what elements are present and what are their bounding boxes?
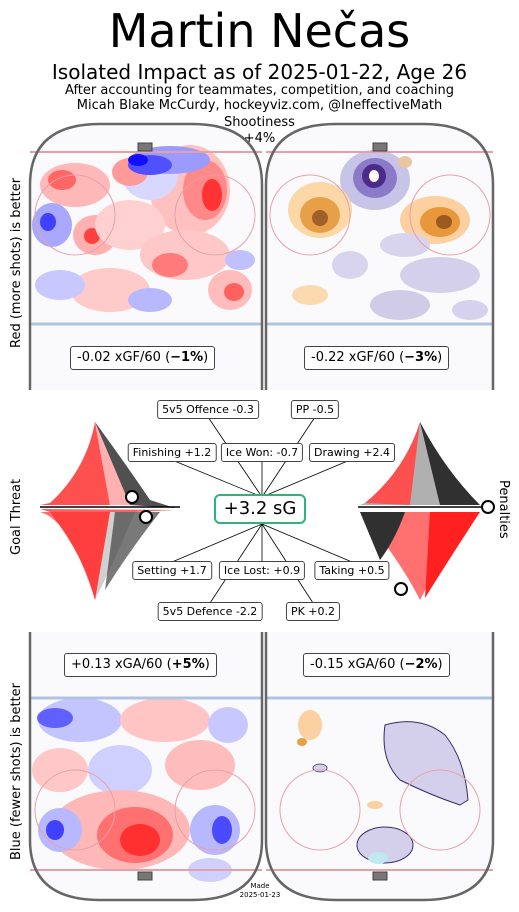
method-note: After accounting for teammates, competit… xyxy=(65,83,454,98)
component-label: PP -0.5 xyxy=(290,400,340,419)
label-5v5-offence-close: ) xyxy=(203,350,209,365)
component-label: Ice Won: -0.7 xyxy=(220,443,304,462)
page-title: Martin Nečas xyxy=(108,4,411,58)
label-5v5-defence: +0.13 xGA/60 (+5%) xyxy=(64,653,217,677)
component-label: 5v5 Defence -2.2 xyxy=(157,602,263,621)
author-credit: Micah Blake McCurdy, hockeyviz.com, @Ine… xyxy=(76,98,443,113)
label-pp-offence-value: -0.22 xGF/60 ( xyxy=(311,350,405,365)
label-pp-offence: -0.22 xGF/60 (−3%) xyxy=(304,346,450,370)
label-5v5-defence-close: ) xyxy=(204,657,210,672)
defence-side-label: Blue (fewer shots) is better xyxy=(9,682,24,860)
rink-5v5-defence xyxy=(28,632,264,902)
goal-threat-distribution xyxy=(40,422,180,600)
component-label: PK +0.2 xyxy=(285,602,341,621)
label-pp-offence-pct: −3% xyxy=(404,350,438,365)
goal-threat-marker-upper xyxy=(125,490,139,504)
label-5v5-offence-pct: −1% xyxy=(170,350,204,365)
total-impact-value: +3.2 sG xyxy=(223,498,297,519)
penalties-marker-upper xyxy=(481,500,495,514)
label-pk-defence-pct: −2% xyxy=(404,657,438,672)
component-label: Taking +0.5 xyxy=(314,561,390,580)
made-date-value: 2025-01-23 xyxy=(239,891,281,899)
label-pk-defence-close: ) xyxy=(437,657,443,672)
goal-threat-marker-lower xyxy=(139,510,153,524)
penalties-distribution xyxy=(358,422,495,600)
goal-threat-label: Goal Threat xyxy=(9,479,24,555)
rink-pp-offence xyxy=(264,122,495,390)
label-5v5-offence-value: -0.02 xGF/60 ( xyxy=(77,350,171,365)
penalties-marker-lower xyxy=(394,582,408,596)
rink-5v5-offence xyxy=(28,122,264,390)
label-pk-defence-value: -0.15 xGA/60 ( xyxy=(310,657,405,672)
component-label: Setting +1.7 xyxy=(132,561,212,580)
shootiness-label: Shootiness xyxy=(224,115,295,130)
label-pk-defence: -0.15 xGA/60 (−2%) xyxy=(303,653,450,677)
total-impact-box: +3.2 sG xyxy=(214,494,306,524)
heatmap-5v5-defence xyxy=(32,698,248,882)
label-5v5-defence-pct: +5% xyxy=(171,657,205,672)
made-label: Made xyxy=(250,882,270,890)
component-label: Finishing +1.2 xyxy=(127,443,217,462)
label-pp-offence-close: ) xyxy=(437,350,443,365)
label-5v5-offence: -0.02 xGF/60 (−1%) xyxy=(70,346,216,370)
penalties-label: Penalties xyxy=(496,480,511,539)
component-label: Drawing +2.4 xyxy=(309,443,395,462)
label-5v5-defence-value: +0.13 xGA/60 ( xyxy=(71,657,172,672)
component-label: Ice Lost: +0.9 xyxy=(218,561,306,580)
component-label: 5v5 Offence -0.3 xyxy=(157,400,259,419)
shootiness-value: +4% xyxy=(243,131,276,146)
made-date: Made 2025-01-23 xyxy=(230,882,290,900)
heatmap-pk-defence xyxy=(297,710,469,864)
page-subtitle: Isolated Impact as of 2025-01-22, Age 26 xyxy=(51,60,468,84)
rink-pk-defence xyxy=(264,632,495,902)
offence-side-label: Red (more shots) is better xyxy=(9,177,24,348)
